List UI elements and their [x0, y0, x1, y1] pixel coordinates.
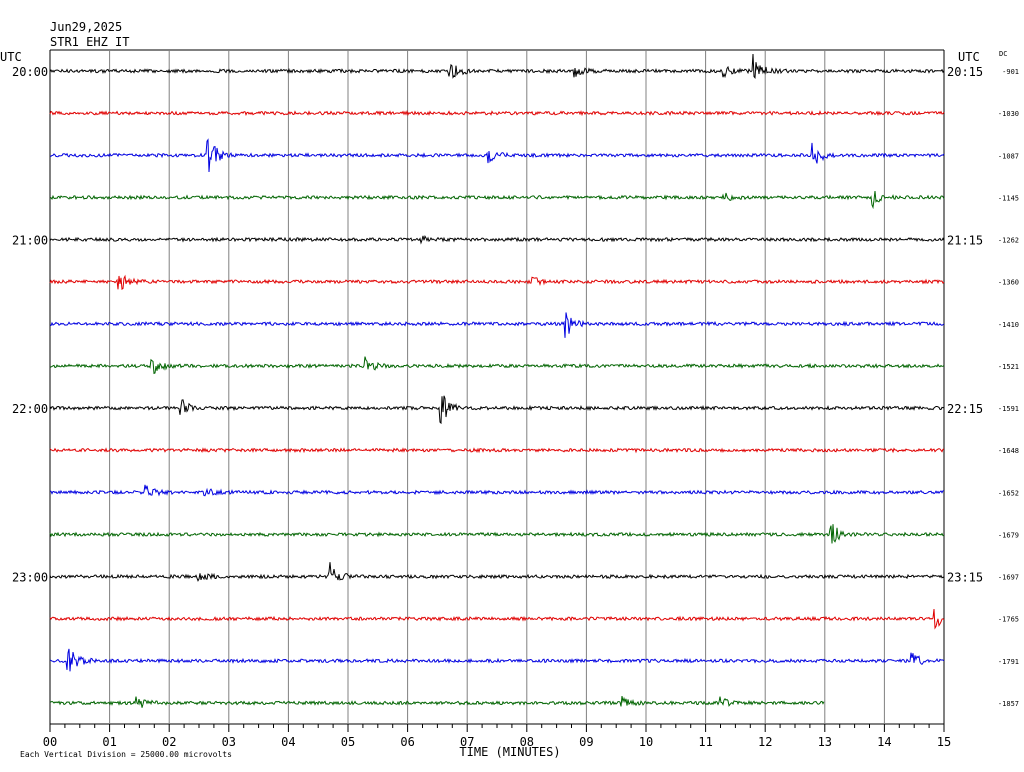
x-tick-label: 11: [698, 735, 712, 749]
seismic-traces: [49, 53, 945, 708]
dc-offset-label: -1857: [998, 700, 1019, 708]
dc-offset-label: -1360: [998, 279, 1019, 287]
trace-row-10: [49, 484, 945, 497]
x-axis-title: TIME (MINUTES): [459, 745, 560, 759]
dc-offset-label: -1030: [998, 110, 1019, 118]
trace-row-1: [49, 109, 945, 117]
dc-offset-label: -1262: [998, 237, 1019, 245]
left-time-label-4: 21:00: [12, 234, 48, 248]
x-tick-label: 01: [102, 735, 116, 749]
header-station: STR1 EHZ IT: [50, 35, 129, 49]
trace-row-7: [49, 356, 945, 375]
trace-row-14: [49, 648, 945, 672]
dc-offset-label: -1648: [998, 447, 1019, 455]
trace-row-9: [49, 447, 945, 454]
trace-row-5: [49, 274, 945, 290]
trace-row-0: [49, 53, 945, 79]
left-time-label-8: 22:00: [12, 402, 48, 416]
time-labels: 20:00 21:00 22:00 23:00 20:15 21:15 22:15 23:15…: [12, 65, 1019, 708]
x-tick-label: 03: [222, 735, 236, 749]
dc-offset-label: -1145: [998, 194, 1019, 202]
dc-offset-label: -1410: [998, 321, 1019, 329]
x-tick-label: 12: [758, 735, 772, 749]
left-time-label-12: 23:00: [12, 571, 48, 585]
right-time-label-12: 23:15: [947, 571, 983, 585]
dc-offset-label: -901: [1002, 68, 1019, 76]
trace-row-4: [49, 234, 945, 245]
x-tick-label: 04: [281, 735, 295, 749]
left-time-label-0: 20:00: [12, 65, 48, 79]
dc-offset-label: -1087: [998, 152, 1019, 160]
right-time-label-8: 22:15: [947, 402, 983, 416]
header-date: Jun29,2025: [50, 20, 122, 34]
x-axis-ticks: 00 01 02 03 04 05 06 07 08 09 10 11 12 13 14 15: [43, 724, 951, 749]
x-tick-label: 00: [43, 735, 57, 749]
x-tick-label: 06: [400, 735, 414, 749]
dc-header-label: DC: [999, 50, 1007, 58]
scale-note: Each Vertical Division = 25000.00 microv…: [20, 750, 232, 759]
x-tick-label: 13: [818, 735, 832, 749]
trace-row-15: [49, 696, 825, 708]
x-tick-label: 02: [162, 735, 176, 749]
trace-row-13: [49, 608, 945, 630]
trace-row-6: [49, 312, 945, 338]
x-tick-label: 07: [460, 735, 474, 749]
trace-row-2: [50, 138, 945, 173]
x-tick-label: 15: [937, 735, 951, 749]
x-tick-label: 05: [341, 735, 355, 749]
dc-offset-label: -1697: [998, 574, 1019, 582]
dc-offset-label: -1679: [998, 531, 1019, 539]
right-time-label-4: 21:15: [947, 234, 983, 248]
dc-offset-label: -1791: [998, 658, 1019, 666]
dc-offset-label: -1591: [998, 405, 1019, 413]
trace-row-12: [49, 562, 945, 582]
right-time-label-0: 20:15: [947, 65, 983, 79]
x-tick-label: 14: [877, 735, 891, 749]
x-tick-label: 09: [579, 735, 593, 749]
dc-offset-label: -1765: [998, 616, 1019, 624]
dc-offset-label: -1652: [998, 489, 1019, 497]
x-tick-label: 08: [520, 735, 534, 749]
x-tick-label: 10: [639, 735, 653, 749]
trace-row-8: [49, 395, 945, 425]
dc-offset-label: -1521: [998, 363, 1019, 371]
left-axis-label: UTC: [0, 50, 22, 64]
trace-row-11: [49, 524, 944, 544]
right-axis-label: UTC: [958, 50, 980, 64]
trace-row-3: [49, 190, 945, 210]
